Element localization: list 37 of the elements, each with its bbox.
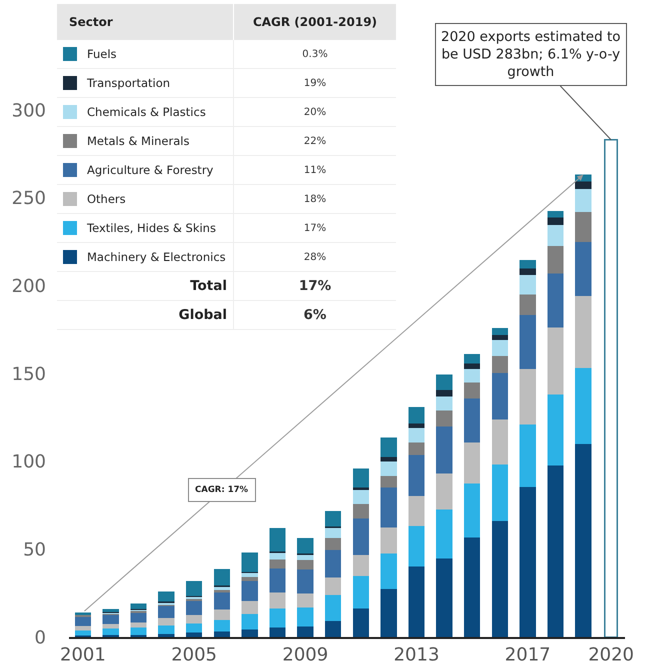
y-tick-label: 0 bbox=[34, 627, 46, 648]
text: CAGR (2001-2019) bbox=[252, 15, 378, 29]
annotation: 11% bbox=[234, 156, 396, 184]
legend-label: Metals & Minerals bbox=[87, 134, 190, 148]
legend-label: Fuels bbox=[87, 46, 118, 61]
annotation: 2020 exports estimated to be USD 283bn; 6.1% y-o-y growth bbox=[441, 29, 621, 80]
legend-label: Chemicals & Plastics bbox=[87, 104, 207, 119]
text: 0.3% bbox=[302, 48, 328, 60]
annotation: 20% bbox=[234, 98, 396, 126]
y-tick-label: 300 bbox=[12, 100, 46, 122]
y-tick-label: 250 bbox=[12, 188, 46, 210]
y-tick-label: 150 bbox=[12, 364, 46, 385]
y-tick-label: 200 bbox=[12, 276, 46, 297]
annotation: 17% bbox=[234, 272, 396, 300]
x-tick-label: 2005 bbox=[171, 644, 218, 666]
legend-label: Agriculture & Forestry bbox=[87, 162, 214, 177]
legend-title: Sector bbox=[57, 4, 234, 40]
legend-label: Machinery & Electronics bbox=[87, 250, 227, 264]
x-tick-label: 2020 bbox=[588, 644, 634, 666]
annotation: 22% bbox=[234, 126, 396, 156]
legend-label: Others bbox=[87, 192, 127, 206]
annotation: CAGR: 17% bbox=[195, 485, 249, 495]
annotation: 28% bbox=[234, 242, 396, 272]
y-tick-label: 100 bbox=[12, 452, 46, 473]
legend-label: Textiles, Hides & Skins bbox=[87, 220, 217, 235]
text: 19% bbox=[304, 78, 326, 88]
x-tick-label: 2013 bbox=[394, 644, 440, 666]
y-tick-label: 50 bbox=[23, 539, 46, 560]
x-tick-label: 2009 bbox=[282, 644, 328, 666]
annotation: 18% bbox=[234, 184, 396, 214]
legend-label: Transportation bbox=[87, 76, 172, 90]
annotation: 17% bbox=[234, 214, 396, 242]
annotation: 6% bbox=[234, 300, 396, 330]
x-tick-label: 2017 bbox=[504, 644, 551, 666]
annotation: Global bbox=[57, 300, 234, 330]
annotation: Total bbox=[57, 272, 234, 300]
x-tick-label: 2001 bbox=[60, 644, 106, 666]
